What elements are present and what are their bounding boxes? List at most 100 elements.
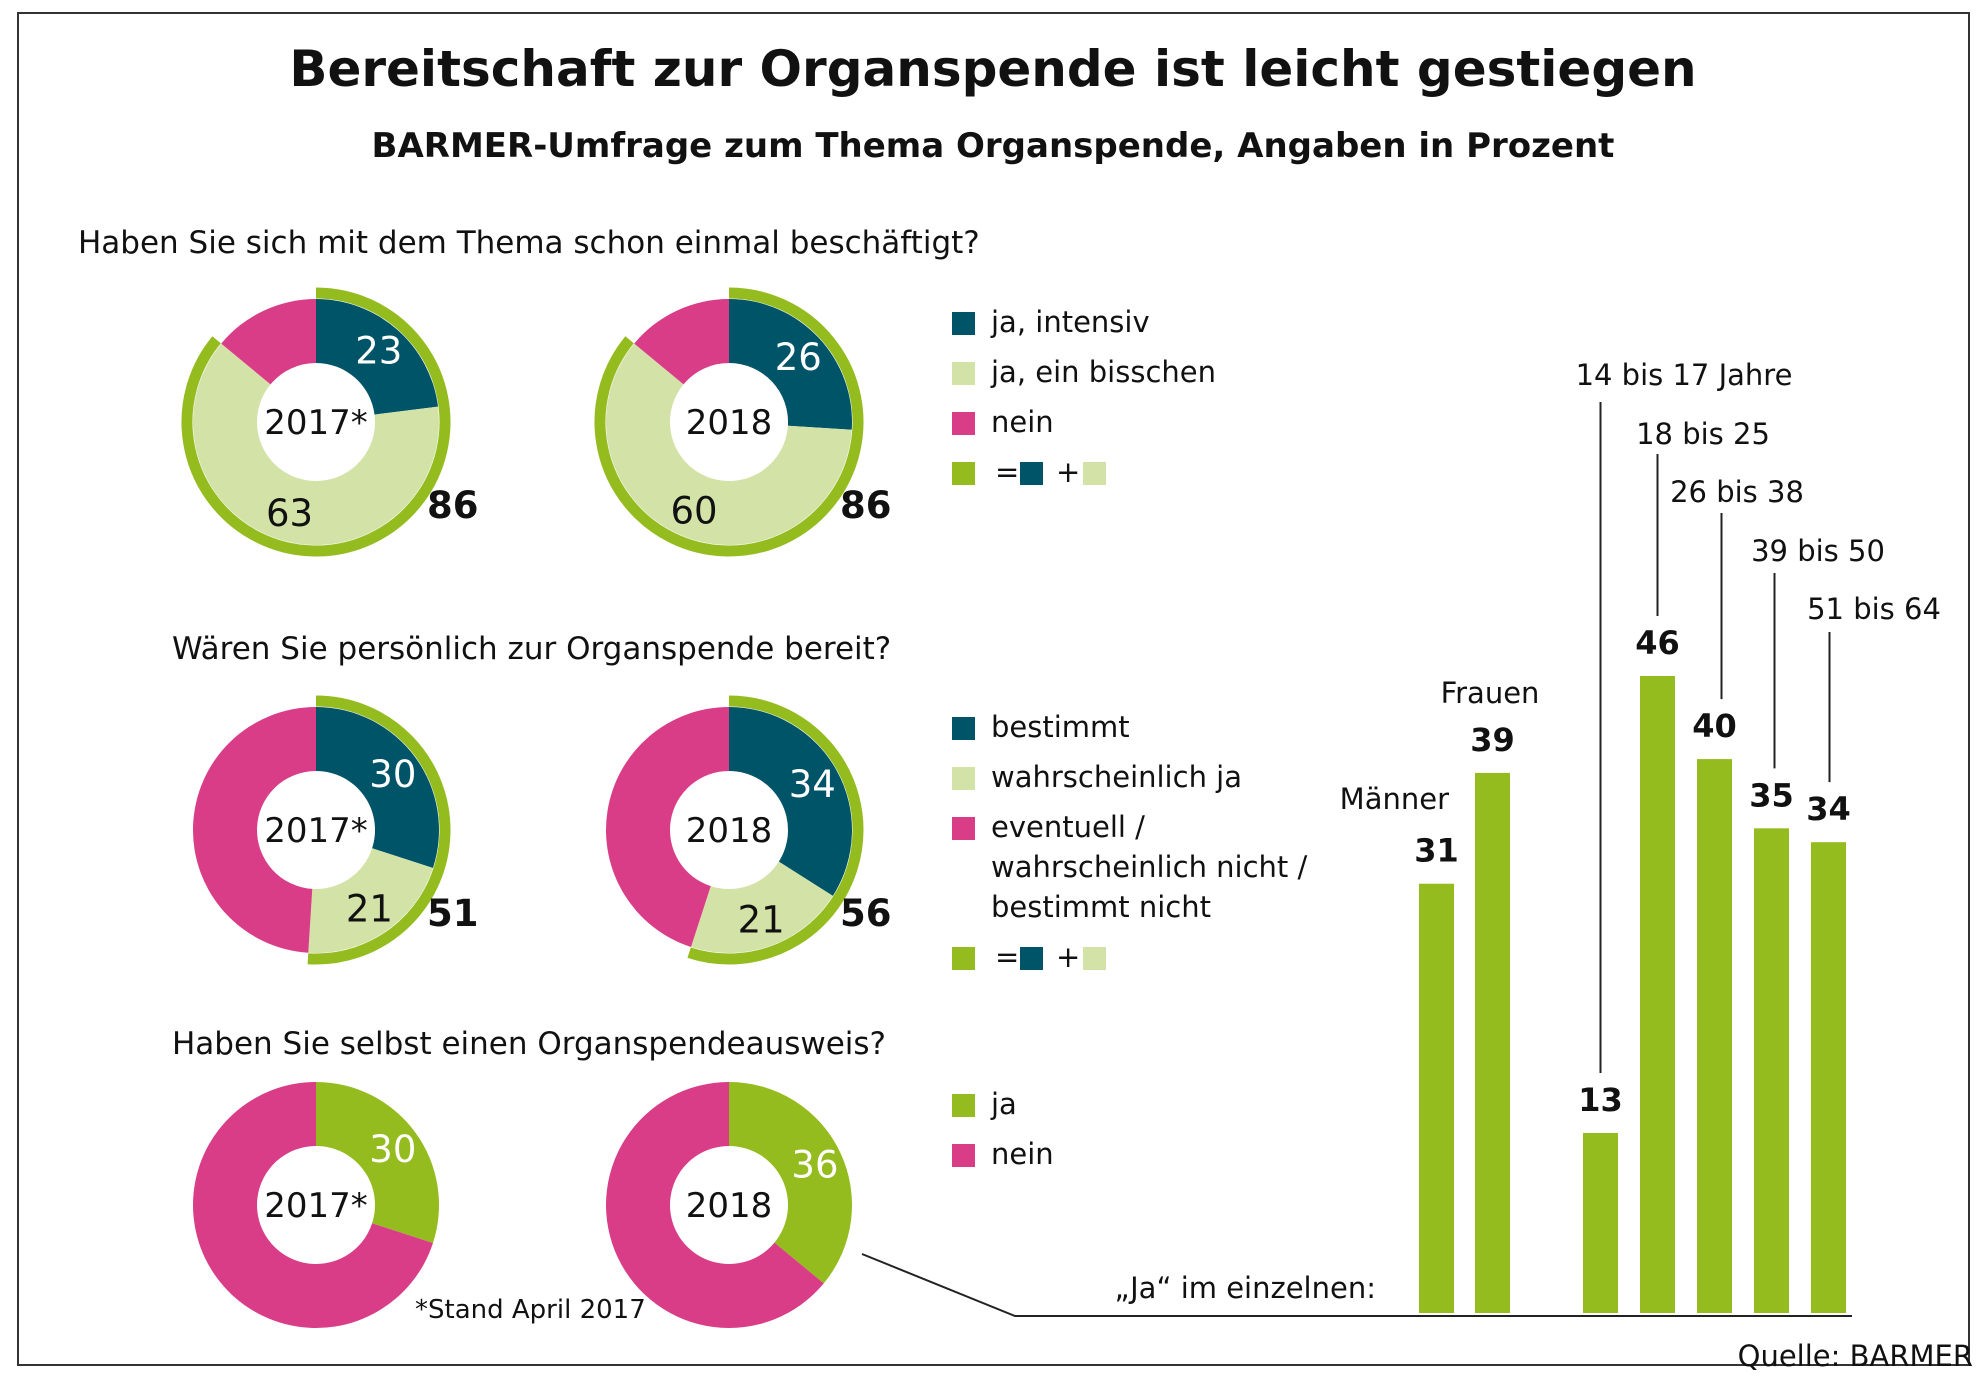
donut-segment (192, 343, 440, 545)
page-subtitle: BARMER-Umfrage zum Thema Organspende, An… (372, 126, 1615, 166)
donut-total-label: 51 (427, 892, 479, 935)
legend-q2-item: wahrscheinlich ja (952, 760, 1242, 794)
legend-q2-item-cont: wahrscheinlich nicht / (991, 850, 1308, 884)
legend-label: bestimmt (991, 710, 1130, 744)
donut-segment (316, 1082, 439, 1244)
bar-value-label: 31 (1414, 832, 1459, 870)
donut-value-label: 34 (789, 763, 836, 806)
legend-q2-item-cont: bestimmt nicht (991, 890, 1211, 924)
bar-group: 39 Frauen (1441, 676, 1540, 1313)
donut-total-arc (181, 287, 451, 557)
bar (1697, 759, 1732, 1313)
legend-swatch (952, 462, 975, 485)
legend-swatch (1083, 462, 1106, 485)
bar (1811, 842, 1846, 1313)
legend-q3-item: nein (952, 1137, 1054, 1171)
bar-category-label: 18 bis 25 (1636, 417, 1770, 451)
legend-q2-item: eventuell / (952, 810, 1145, 844)
legend-label: eventuell / (991, 810, 1145, 844)
bar-value-label: 46 (1635, 624, 1680, 662)
donut-segment (634, 299, 729, 385)
donut-segment (316, 299, 439, 415)
donut-segment (729, 1082, 853, 1284)
legend-q2-equation: = + (952, 940, 1106, 974)
donut-segment (606, 1082, 824, 1328)
donut-year-label: 2018 (686, 1186, 773, 1226)
donut-total-label: 86 (427, 484, 479, 527)
legend-label: ja (990, 1087, 1017, 1121)
donut-segment (605, 343, 852, 546)
donut-value-label: 21 (346, 888, 393, 931)
donut-q2-2018: 34 21 56 2018 (606, 695, 892, 965)
legend-swatch (1020, 462, 1043, 485)
connector-line (861, 1253, 1852, 1317)
bar-value-label: 13 (1578, 1081, 1623, 1119)
bar-group: 31 Männer (1340, 782, 1459, 1313)
donut-q2-2017: 30 21 51 2017* (193, 695, 479, 965)
donut-total-arc (594, 287, 864, 557)
legend-swatch (952, 817, 975, 840)
donut-year-label: 2017* (264, 811, 368, 851)
bar-value-label: 40 (1692, 707, 1737, 745)
legend-q1-item: ja, ein bisschen (952, 355, 1216, 389)
legend-q2-item: bestimmt (952, 710, 1130, 744)
legend-label: nein (991, 405, 1054, 439)
donut-q3-2018: 36 2018 (606, 1082, 853, 1328)
donut-year-label: 2018 (686, 811, 773, 851)
donut-total-label: 56 (840, 892, 892, 935)
bar (1640, 676, 1675, 1313)
bar-category-label: Frauen (1441, 676, 1540, 710)
bar-category-label: 39 bis 50 (1751, 534, 1885, 568)
donut-value-label: 60 (670, 489, 717, 532)
frame (17, 12, 1970, 1366)
donut-year-label: 2017* (264, 403, 368, 443)
legend-q1-item: nein (952, 405, 1054, 439)
legend-swatch (1020, 947, 1043, 970)
bar-value-label: 35 (1749, 776, 1794, 814)
bar-value-label: 39 (1470, 721, 1515, 759)
question-2: Wären Sie persönlich zur Organspende ber… (172, 631, 891, 667)
bar (1475, 772, 1510, 1313)
question-1: Haben Sie sich mit dem Thema schon einma… (78, 225, 980, 261)
donut-total-arc (687, 695, 864, 965)
legend-q1-equation: = + (952, 455, 1106, 489)
donut-total-arc (307, 695, 451, 965)
legend-plus: + (1056, 940, 1080, 974)
legend-q3-item: ja (952, 1087, 1017, 1121)
donut-value-label: 26 (775, 336, 822, 379)
bar-chart: 31 Männer 39 Frauen 13 14 bis 17 Jahre 46 18 bi… (1340, 358, 1941, 1313)
donut-year-label: 2017* (264, 1186, 368, 1226)
legend-swatch (952, 1094, 975, 1117)
donut-value-label: 23 (355, 330, 402, 373)
bar-group: 35 39 bis 50 (1749, 534, 1885, 1313)
donut-segment (690, 861, 833, 954)
legend-swatch (952, 362, 975, 385)
bar (1419, 883, 1454, 1313)
bar-category-label: Männer (1340, 782, 1449, 816)
source-note: Quelle: BARMER (1738, 1339, 1973, 1373)
legend-equals: = (995, 940, 1019, 974)
legend-label: wahrscheinlich nicht / (991, 850, 1308, 884)
legend-label: nein (991, 1137, 1054, 1171)
legend-label: ja, intensiv (990, 305, 1150, 339)
donut-charts: 23 63 86 2017* 26 60 86 2018 30 21 51 2017* 34 21 56 20… (181, 287, 892, 1328)
donut-value-label: 36 (791, 1144, 838, 1187)
donut-total-label: 86 (840, 484, 892, 527)
donut-year-label: 2018 (686, 403, 773, 443)
bar-category-label: 26 bis 38 (1670, 475, 1804, 509)
bar-chart-title: „Ja“ im einzelnen: (1114, 1271, 1376, 1305)
bar-group: 13 14 bis 17 Jahre (1576, 358, 1792, 1313)
bar-value-label: 34 (1806, 790, 1851, 828)
bar-group: 46 18 bis 25 (1635, 417, 1770, 1313)
legend-label: wahrscheinlich ja (991, 760, 1242, 794)
bar (1754, 828, 1789, 1313)
donut-segment (729, 299, 852, 430)
donut-segment (221, 299, 316, 385)
donut-value-label: 30 (369, 753, 416, 796)
donut-value-label: 63 (266, 492, 313, 535)
bar-group: 40 26 bis 38 (1670, 475, 1804, 1313)
legend-swatch (952, 1144, 975, 1167)
donut-segment (192, 1082, 433, 1328)
